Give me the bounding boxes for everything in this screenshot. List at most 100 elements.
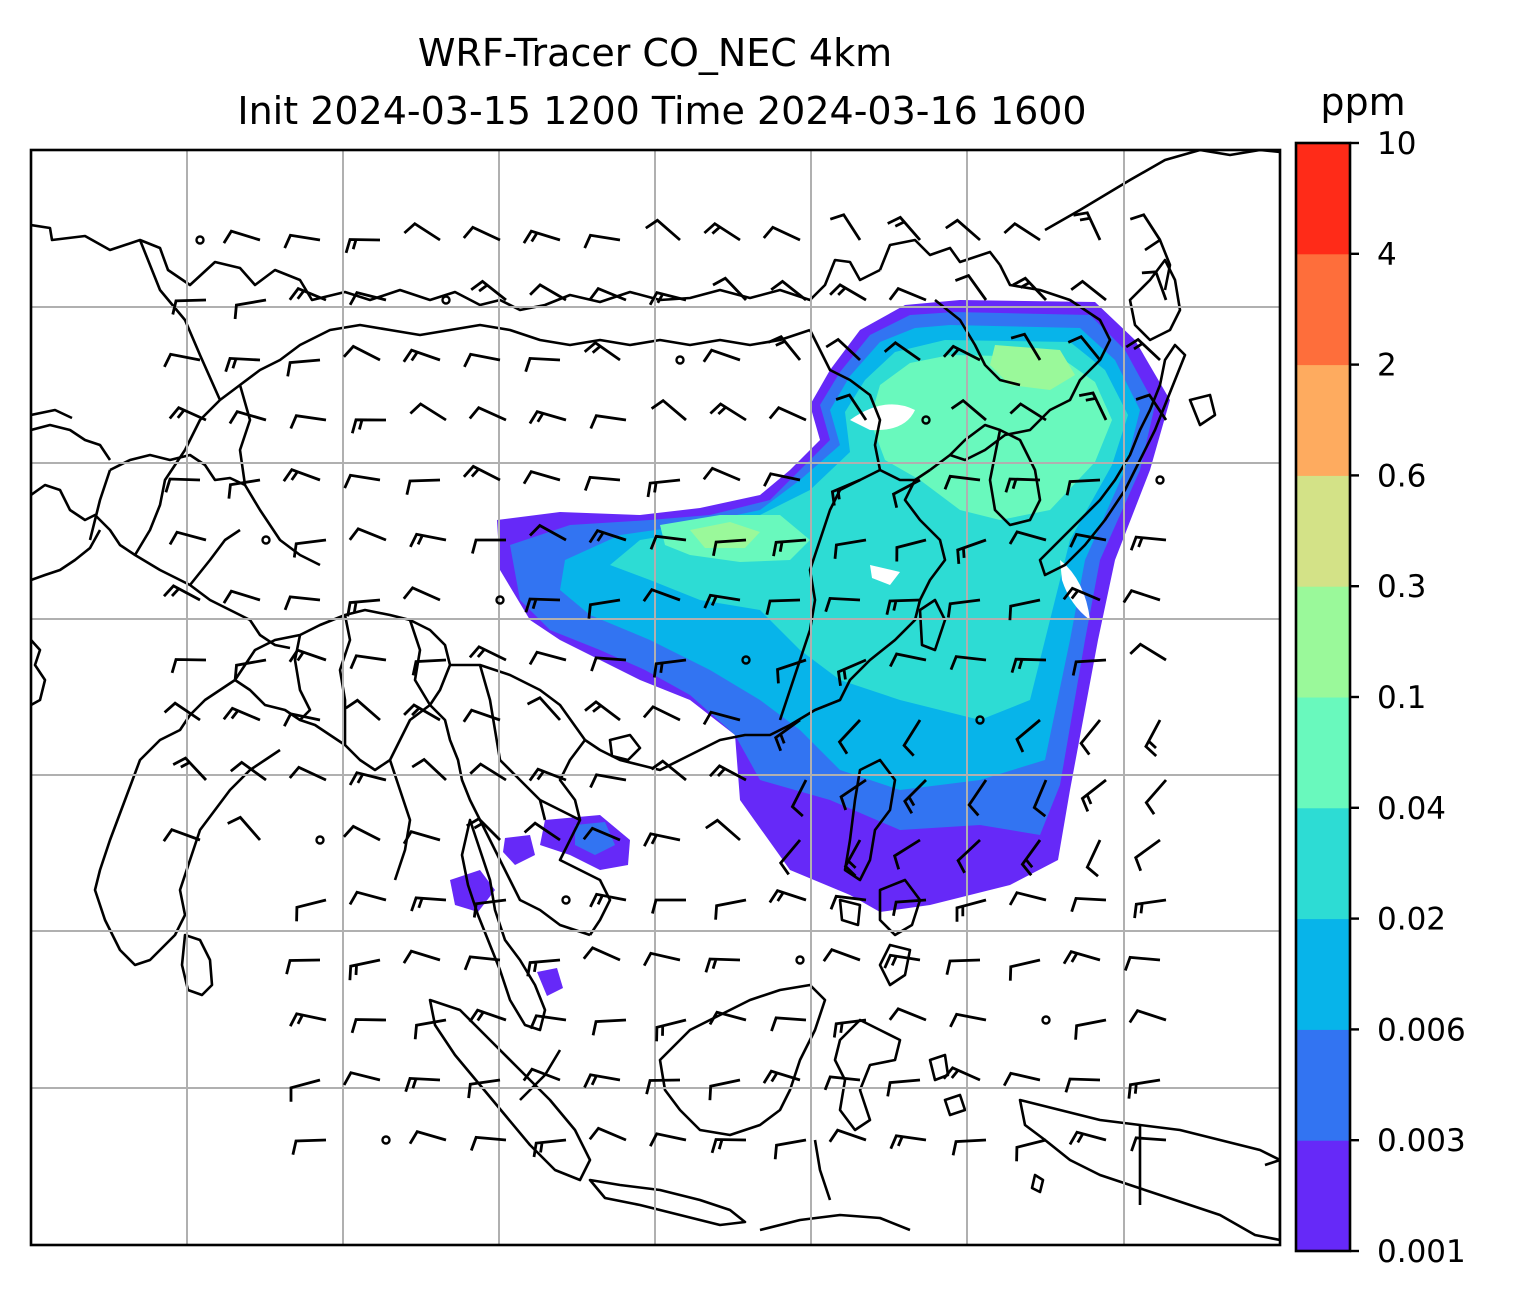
wind-barb xyxy=(528,409,567,425)
wind-barb xyxy=(463,955,501,971)
tracer-blob-4 xyxy=(537,968,563,996)
wind-barb xyxy=(708,764,747,782)
wind-barb xyxy=(402,348,441,363)
wind-barb xyxy=(1008,530,1047,545)
colorbar-tick-label: 0.02 xyxy=(1377,902,1446,938)
wind-barb xyxy=(790,779,808,818)
wind-barb xyxy=(1015,718,1041,753)
wind-barb xyxy=(883,953,921,969)
wind-barb xyxy=(222,706,261,722)
wind-barb xyxy=(1129,213,1162,241)
wind-barb xyxy=(1127,1078,1161,1099)
wind-barb xyxy=(829,894,867,910)
wind-barb xyxy=(403,703,441,722)
wind-barb xyxy=(348,890,387,906)
wind-barb xyxy=(888,1007,927,1022)
wind-barb xyxy=(587,598,621,619)
colorbar-swatch xyxy=(1296,253,1350,366)
wind-barb xyxy=(222,589,261,604)
wind-barb xyxy=(467,1078,501,1099)
chart-subtitle: Init 2024-03-15 1200 Time 2024-03-16 160… xyxy=(237,89,1086,133)
wind-barb xyxy=(164,477,201,493)
wind-barb xyxy=(462,708,501,723)
wind-barb xyxy=(886,1078,921,1097)
chart-title: WRF-Tracer CO_NEC 4km xyxy=(418,31,892,75)
wind-barb xyxy=(1020,839,1042,877)
wind-barb xyxy=(463,352,501,368)
wind-barb xyxy=(292,538,327,558)
wind-barb xyxy=(348,290,387,306)
wind-barb xyxy=(955,898,987,922)
colorbar-tick-label: 4 xyxy=(1377,237,1397,273)
wind-barb xyxy=(1079,719,1102,756)
wind-barb xyxy=(643,832,681,847)
wind-barb xyxy=(529,523,567,542)
colorbar-swatch xyxy=(1296,807,1350,920)
wind-barb xyxy=(402,586,441,602)
wind-barb xyxy=(829,283,867,302)
wind-barb xyxy=(288,765,327,782)
wind-barb xyxy=(1122,589,1161,604)
wind-barb xyxy=(471,538,506,554)
wind-barb xyxy=(1012,276,1048,301)
wind-barb xyxy=(1068,1130,1107,1146)
wind-barb xyxy=(1129,535,1167,551)
wind-barb xyxy=(885,598,921,616)
wind-barb xyxy=(472,898,507,918)
colorbar-swatch xyxy=(1296,1029,1350,1141)
wind-barb xyxy=(582,826,621,842)
wind-barb xyxy=(526,958,561,977)
wind-barb xyxy=(168,530,207,546)
wind-barb xyxy=(470,279,507,302)
wind-barb xyxy=(942,344,981,362)
wind-barb xyxy=(943,474,981,490)
wind-barb xyxy=(283,595,321,611)
wind-barb xyxy=(773,1138,807,1160)
wind-barb xyxy=(524,356,561,373)
wind-barb xyxy=(349,654,387,670)
wind-barb xyxy=(762,225,801,242)
colorbar-swatch xyxy=(1296,586,1350,698)
wind-barb xyxy=(954,273,988,301)
wind-barb xyxy=(1067,334,1102,361)
wind-barb xyxy=(409,402,447,422)
wind-calm-marker xyxy=(561,895,571,905)
wind-barb xyxy=(762,1069,801,1084)
wind-barb xyxy=(1003,221,1041,242)
wind-barb xyxy=(835,393,868,421)
wind-barb xyxy=(522,470,561,485)
wind-barb xyxy=(956,538,987,565)
wind-barb xyxy=(829,213,862,241)
wind-barb xyxy=(942,1066,981,1082)
wind-calm-marker xyxy=(795,955,805,965)
wind-barb xyxy=(350,418,387,434)
colorbar-tick-label: 0.04 xyxy=(1377,791,1446,827)
wind-barb xyxy=(1062,586,1101,602)
wind-calm-marker xyxy=(495,595,505,605)
wind-barb xyxy=(528,767,567,782)
wind-barb xyxy=(836,658,867,686)
wind-barb xyxy=(1144,779,1168,815)
wind-barb xyxy=(651,898,686,914)
wind-barb xyxy=(588,529,627,544)
wind-barb xyxy=(408,1130,447,1145)
wind-barb xyxy=(583,341,621,362)
wind-barb xyxy=(350,1018,387,1034)
map-panel xyxy=(31,150,1280,1245)
wind-barb xyxy=(714,898,747,920)
wind-barb xyxy=(1002,1071,1041,1087)
colorbar-swatch xyxy=(1296,1140,1350,1252)
colorbar-swatch xyxy=(1296,143,1350,255)
wind-barb xyxy=(582,946,621,962)
wind-barb xyxy=(1070,279,1107,302)
wind-barb xyxy=(283,712,321,727)
wind-barb xyxy=(591,1018,627,1036)
wind-barb xyxy=(967,779,988,817)
colorbar-swatch xyxy=(1296,918,1350,1030)
colorbar: 0.001 0.003 0.006 0.02 0.04 0.1 0.3 0.6 2 4 10 xyxy=(1294,126,1466,1270)
wind-barb xyxy=(1135,393,1168,421)
wind-barb xyxy=(702,466,741,482)
tracer-blob-3 xyxy=(503,835,535,865)
wind-barb xyxy=(286,358,321,377)
wind-barb xyxy=(1141,270,1168,301)
